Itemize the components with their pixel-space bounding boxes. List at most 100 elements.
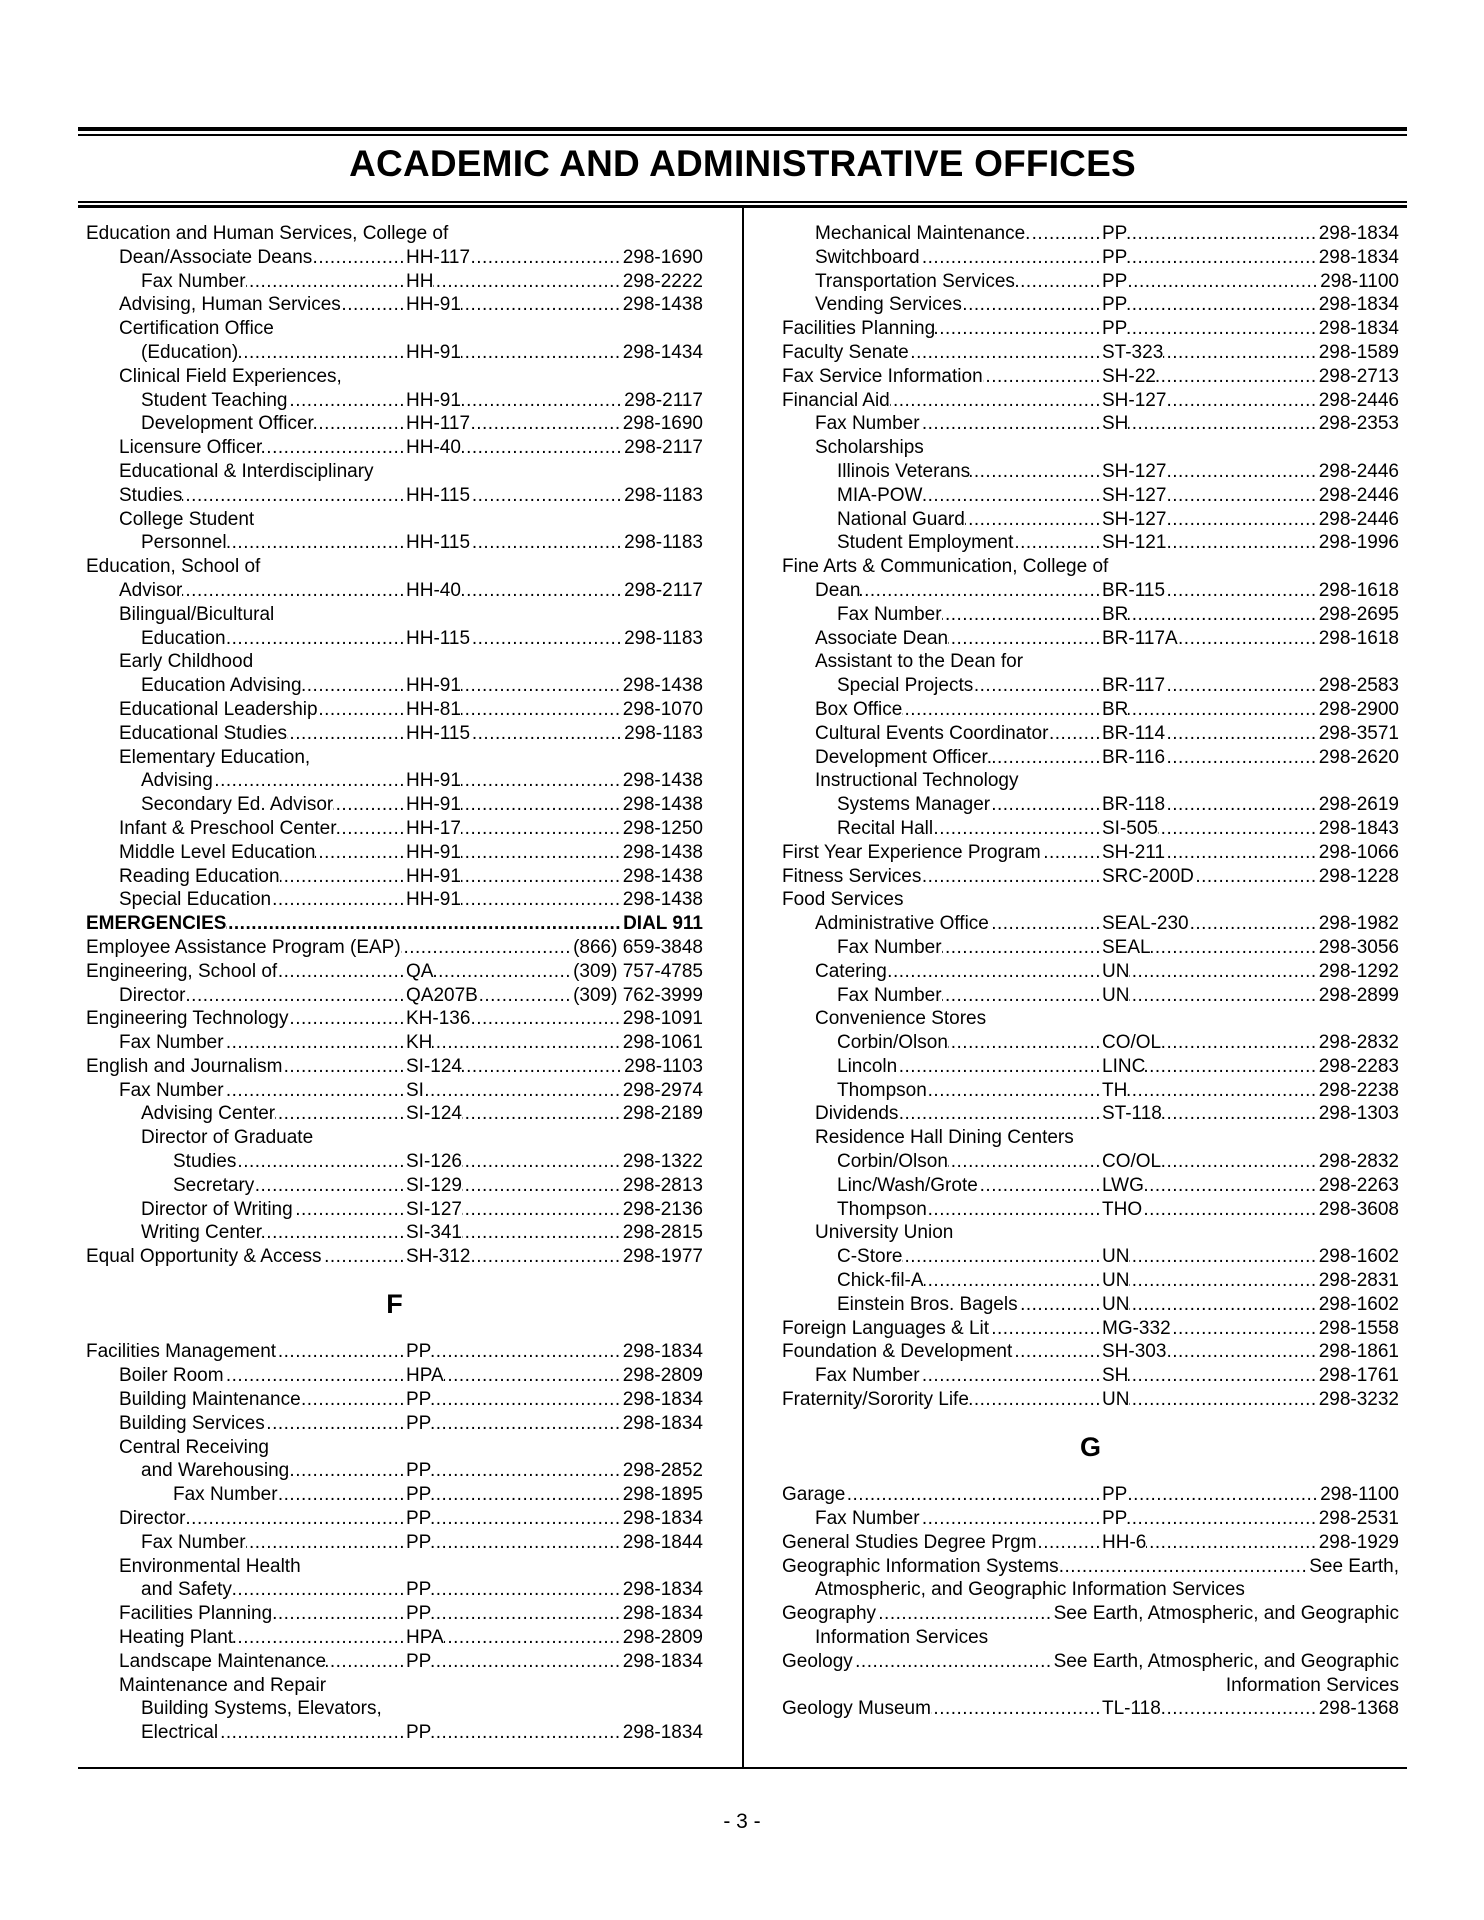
dot-leader [280,865,406,889]
dot-leader [233,1626,406,1650]
entry-name-leader: Switchboard [815,246,1102,270]
entry-room: BR-115 [1102,579,1166,601]
entry-room-leader: QA [406,960,572,984]
entry-label: Engineering Technology [86,1008,289,1030]
dot-leader [1015,270,1102,294]
directory-entry: Systems Manager BR-118 298-2619 [782,793,1399,817]
entry-phone: 298-2446 [1318,484,1399,506]
top-rule-thin [78,134,1407,136]
entry-room-leader: QA207B [406,984,572,1008]
entry-label: Education [141,627,226,649]
entry-room-leader: HPA [406,1626,622,1650]
entry-room: THO [1102,1198,1143,1220]
entry-room-leader: UN [1102,1388,1318,1412]
entry-label: Fax Number [837,603,942,625]
entry-room-leader: PP [1102,246,1318,270]
dot-leader [942,984,1102,1008]
entry-room-leader: SH [1102,412,1318,436]
entry-label: Corbin/Olson [837,1151,948,1173]
entry-name-leader: Fax Number [815,1364,1102,1388]
entry-room-leader: HH-91 [406,293,622,317]
entry-room-leader: CO/OL [1102,1150,1318,1174]
directory-entry: Facilities Management PP 298-1834 [86,1340,703,1364]
directory-entry: Dean BR-115 298-1618 [782,579,1399,603]
dot-leader [213,769,406,793]
entry-name-leader: Educational Studies [119,722,406,746]
dot-leader [1127,270,1319,294]
entry-label: Dean [815,579,861,601]
entry-room-leader: HH-91 [406,888,622,912]
directory-entry: Studies HH-115 298-1183 [86,484,703,508]
dot-leader [897,1055,1102,1079]
directory-entry: and Warehousing PP 298-2852 [86,1459,703,1483]
entry-name-leader: Faculty Senate [782,341,1102,365]
entry-phone: 298-1438 [622,294,703,316]
dot-leader [401,936,572,960]
entry-label: Box Office [815,698,903,720]
entry-room: HH-115 [406,722,471,744]
entry-phone: 298-2619 [1318,794,1399,816]
entry-name-leader: Thompson [837,1079,1102,1103]
entry-room-leader: SH-127 [1102,460,1318,484]
entry-room: UN [1102,1246,1130,1268]
entry-phone: 298-2809 [622,1627,703,1649]
entry-label: Facilities Planning [119,1603,273,1625]
entry-room-leader: UN [1102,960,1318,984]
entry-room-leader: ST-323 [1102,341,1318,365]
entry-phone: DIAL 911 [623,913,703,935]
entry-phone: 298-2974 [622,1079,703,1101]
dot-leader [326,1650,406,1674]
entry-name-leader: Fax Service Information [782,365,1102,389]
entry-name-leader: Director [119,984,406,1008]
dot-leader [1127,317,1317,341]
dot-leader [1163,341,1317,365]
entry-label: Thompson [837,1079,927,1101]
entry-name-leader: Facilities Management [86,1340,406,1364]
entry-phone: 298-1690 [622,413,703,435]
entry-label: Information Services [1225,1674,1399,1696]
dot-leader [1127,1079,1317,1103]
dot-leader [942,603,1102,627]
dot-leader [978,1174,1102,1198]
entry-phone: 298-2852 [622,1460,703,1482]
dot-leader [444,1626,622,1650]
entry-name-leader: Fax Number [837,936,1102,960]
dot-leader [433,960,572,984]
entry-name-leader: and Warehousing [141,1459,406,1483]
dot-leader [969,1388,1102,1412]
entry-phone: 298-2189 [622,1103,703,1125]
dot-leader [1165,579,1318,603]
entry-room-leader: PP [406,1459,622,1483]
entry-phone: 298-1834 [1318,246,1399,268]
directory-entry: Geology Museum TL-118 298-1368 [782,1697,1399,1721]
entry-room: SI-129 [406,1174,462,1196]
dot-leader [224,1364,406,1388]
directory-entry: Corbin/Olson CO/OL 298-2832 [782,1031,1399,1055]
directory-entry: Information Services [782,1674,1399,1698]
entry-phone: 298-3232 [1318,1389,1399,1411]
dot-leader [921,865,1102,889]
entry-name-leader: National Guard [837,508,1102,532]
entry-label: Einstein Bros. Bagels [837,1293,1018,1315]
directory-entry: General Studies Degree Prgm HH-6 298-1929 [782,1531,1399,1555]
entry-name-leader: Secretary [173,1174,406,1198]
dot-leader [1145,1055,1317,1079]
entry-phone: 298-2899 [1318,984,1399,1006]
entry-label: Fax Number [837,984,942,1006]
entry-room: SI-127 [406,1198,462,1220]
entry-phone: 298-1438 [622,889,703,911]
entry-room: SI-124 [406,1103,462,1125]
entry-room-leader: BR-117A [1102,627,1318,651]
entry-name-leader: Corbin/Olson [837,1150,1102,1174]
entry-name-leader: Education Advising [141,674,406,698]
entry-room-leader: SI-505 [1102,817,1318,841]
dot-leader [444,1364,622,1388]
dot-leader [224,1031,406,1055]
directory-entry: Special Education HH-91 298-1438 [86,888,703,912]
entry-room: ST-323 [1102,341,1164,363]
entry-name-leader: Systems Manager [837,793,1102,817]
entry-label: Middle Level Education [119,841,316,863]
entry-label: Heating Plant [119,1627,234,1649]
entry-label: Student Employment [837,532,1014,554]
entry-label: Facilities Management [86,1341,277,1363]
